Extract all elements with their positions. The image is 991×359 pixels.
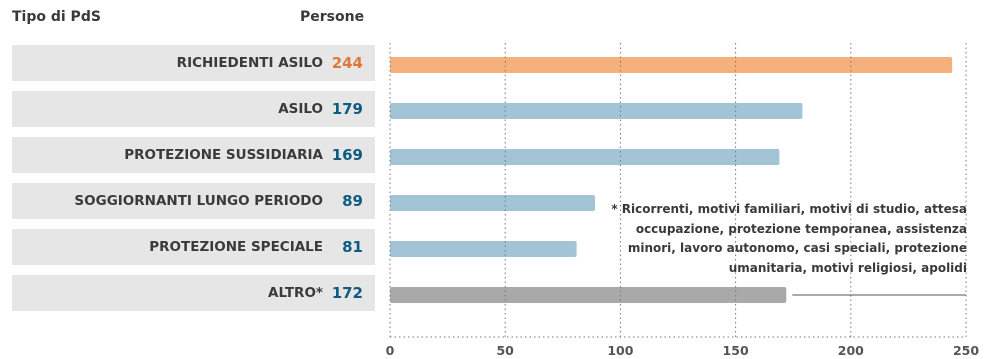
category-label: RICHIEDENTI ASILO (176, 55, 323, 71)
value-label: 244 (331, 54, 363, 72)
value-label: 172 (331, 284, 363, 302)
category-label: PROTEZIONE SPECIALE (149, 239, 323, 255)
footnote: * Ricorrenti, motivi familiari, motivi d… (611, 202, 967, 275)
category-label: PROTEZIONE SUSSIDIARIA (124, 147, 323, 163)
bar (390, 287, 787, 303)
bar (390, 149, 780, 165)
bar (390, 57, 953, 73)
category-row: ASILO 179 (12, 91, 375, 127)
category-row: PROTEZIONE SPECIALE 81 (12, 229, 375, 265)
x-tick-label: 50 (496, 343, 514, 358)
category-label: ALTRO* (268, 285, 323, 301)
x-tick-label: 0 (386, 343, 395, 358)
x-tick-label: 150 (723, 343, 749, 358)
category-row: SOGGIORNANTI LUNGO PERIODO 89 (12, 183, 375, 219)
value-label: 169 (331, 146, 363, 164)
bar (390, 195, 596, 211)
header-type-label: Tipo di PdS (12, 9, 101, 25)
x-tick-label: 100 (607, 343, 633, 358)
x-tick-label: 250 (953, 343, 979, 358)
value-label: 89 (342, 192, 363, 210)
category-label: SOGGIORNANTI LUNGO PERIODO (74, 193, 323, 209)
header-people-label: Persone (300, 9, 365, 25)
bar (390, 241, 577, 257)
category-row: PROTEZIONE SUSSIDIARIA 169 (12, 137, 375, 173)
bar (390, 103, 803, 119)
category-label: ASILO (278, 101, 323, 117)
category-row: RICHIEDENTI ASILO 244 (12, 45, 375, 81)
category-row: ALTRO* 172 (12, 275, 375, 311)
x-tick-label: 200 (838, 343, 864, 358)
value-label: 81 (342, 238, 363, 256)
value-label: 179 (331, 100, 363, 118)
